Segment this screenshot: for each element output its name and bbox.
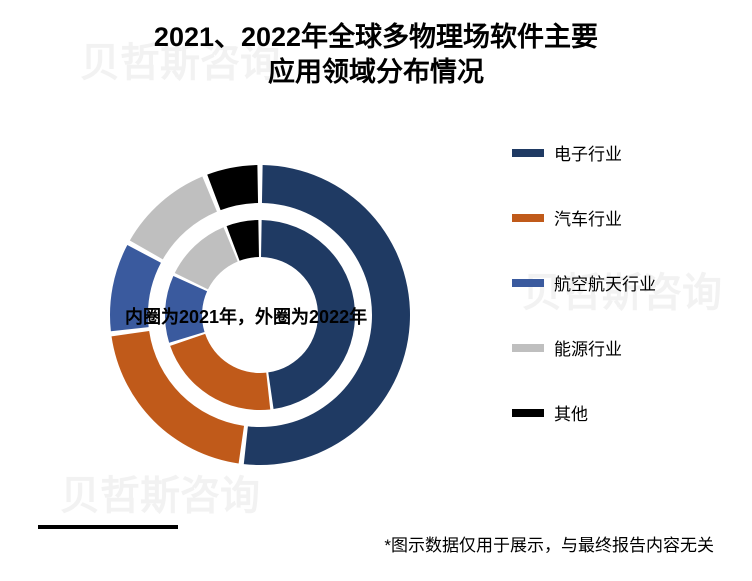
legend-swatch (512, 279, 544, 287)
title-line2: 应用领域分布情况 (0, 55, 752, 90)
legend-swatch (512, 409, 544, 417)
legend-item: 电子行业 (512, 140, 692, 165)
legend-label: 汽车行业 (554, 205, 622, 230)
legend-label: 能源行业 (554, 335, 622, 360)
donut-slice (207, 165, 258, 210)
legend-item: 能源行业 (512, 335, 692, 360)
legend-item: 航空航天行业 (512, 270, 692, 295)
footer: *图示数据仅用于展示，与最终报告内容无关 (38, 525, 714, 556)
footer-note: *图示数据仅用于展示，与最终报告内容无关 (38, 531, 714, 556)
legend-swatch (512, 149, 544, 157)
footer-bar (38, 525, 178, 529)
ring-annotation: 内圈为2021年，外圈为2022年 (125, 303, 367, 329)
legend-item: 其他 (512, 400, 692, 425)
legend: 电子行业汽车行业航空航天行业能源行业其他 (512, 140, 692, 465)
legend-label: 电子行业 (554, 140, 622, 165)
chart-title: 2021、2022年全球多物理场软件主要 应用领域分布情况 (0, 0, 752, 90)
legend-label: 航空航天行业 (554, 270, 656, 295)
legend-label: 其他 (554, 400, 588, 425)
legend-swatch (512, 344, 544, 352)
donut-chart: 内圈为2021年，外圈为2022年 (60, 135, 460, 495)
donut-slice (175, 227, 238, 289)
title-line1: 2021、2022年全球多物理场软件主要 (0, 20, 752, 55)
legend-swatch (512, 214, 544, 222)
legend-item: 汽车行业 (512, 205, 692, 230)
